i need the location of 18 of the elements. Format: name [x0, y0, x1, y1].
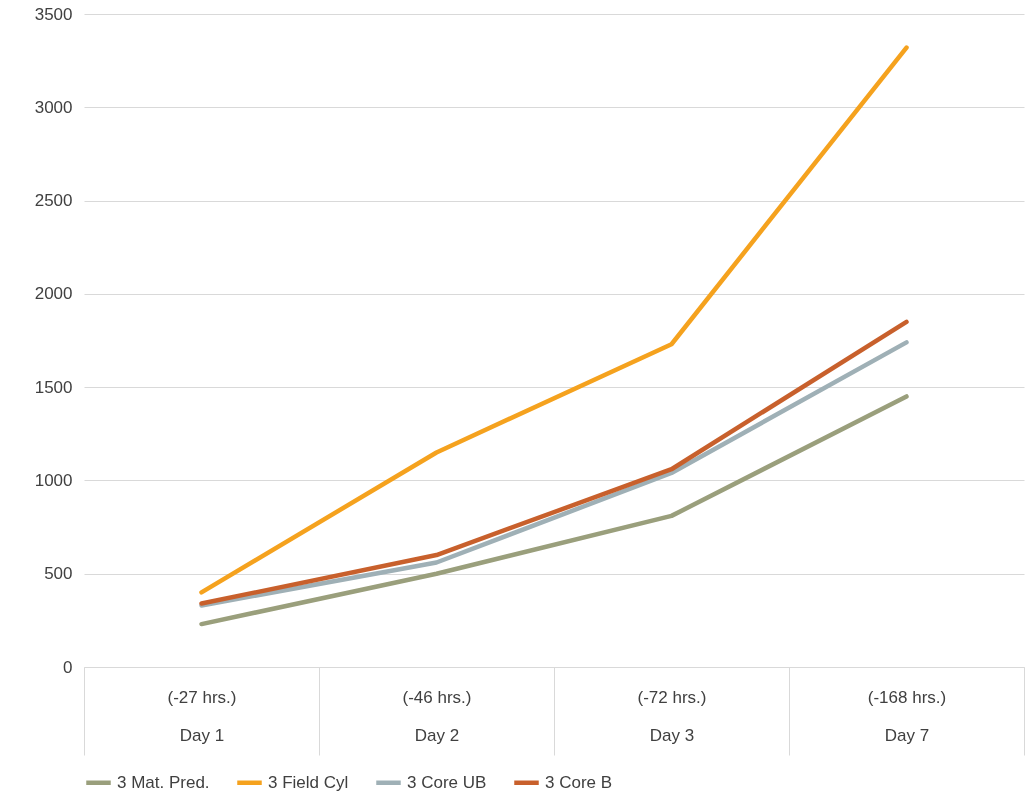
y-tick-label: 2500	[34, 191, 73, 211]
y-tick-label: 0	[63, 657, 73, 677]
legend-label: 3 Mat. Pred.	[117, 772, 210, 792]
legend-label: 3 Field Cyl	[268, 772, 349, 792]
x-tick-label: (-168 hrs.) Day 7	[867, 687, 947, 745]
x-tick-label: (-46 hrs.) Day 2	[402, 687, 472, 745]
line-series	[199, 394, 909, 627]
y-tick-label: 2000	[34, 284, 73, 304]
y-tick-label: 3000	[34, 97, 73, 117]
legend-label: 3 Core B	[545, 772, 613, 792]
legend-label: 3 Core UB	[407, 772, 487, 792]
x-tick-label: (-72 hrs.) Day 3	[637, 687, 707, 745]
line-series	[199, 45, 909, 595]
y-tick-label: 1000	[34, 470, 73, 490]
y-tick-label: 1500	[34, 377, 73, 397]
y-tick-label: 500	[44, 564, 73, 584]
y-tick-label: 3500	[34, 4, 73, 24]
x-tick-label: (-27 hrs.) Day 1	[167, 687, 237, 745]
